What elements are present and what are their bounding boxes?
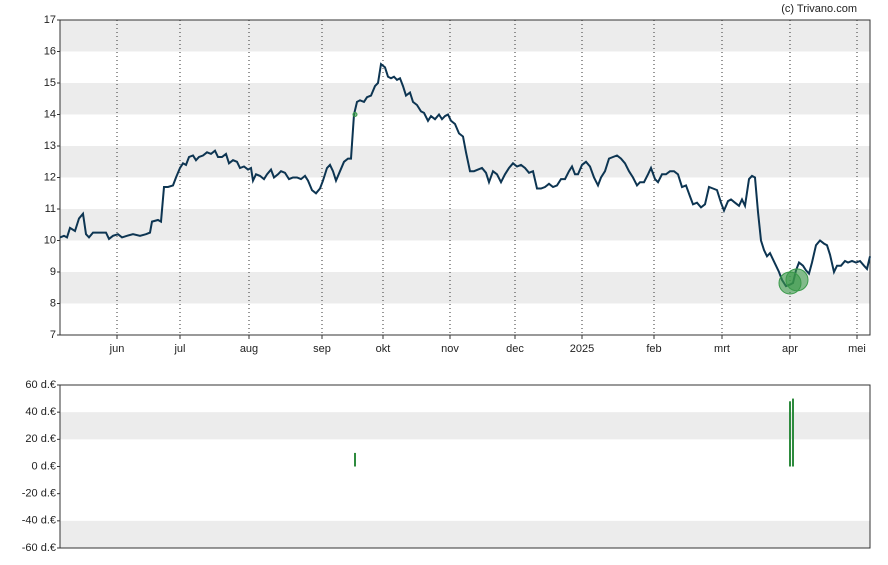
- band: [60, 272, 870, 304]
- y-tick-label: 15: [44, 77, 56, 89]
- band: [60, 209, 870, 241]
- x-tick-label: jul: [173, 343, 185, 355]
- band: [60, 412, 870, 440]
- y-tick-label: 11: [45, 203, 56, 215]
- y-tick-label: 16: [44, 45, 56, 57]
- plot-frame: [59, 19, 871, 336]
- x-tick-label: apr: [782, 343, 798, 355]
- y-tick-label: 0 d.€: [32, 460, 56, 472]
- price-line: [59, 62, 871, 288]
- y-tick-label: 40 d.€: [25, 406, 56, 418]
- y-tick-label: 14: [44, 108, 56, 120]
- y-tick-label: 17: [44, 14, 56, 26]
- band: [60, 520, 870, 548]
- band: [60, 20, 870, 52]
- x-tick-label: 2025: [570, 343, 594, 355]
- x-tick-label: feb: [646, 343, 661, 355]
- y-tick-label: 9: [50, 266, 56, 278]
- y-tick-label: -40 d.€: [22, 515, 56, 527]
- x-tick-label: aug: [240, 343, 258, 355]
- bar: [792, 398, 794, 467]
- trade-marker: [352, 112, 358, 117]
- x-tick-label: dec: [506, 343, 524, 355]
- x-tick-label: jun: [109, 343, 125, 355]
- plot-frame: [59, 384, 871, 549]
- x-tick-label: okt: [376, 343, 391, 355]
- credit: (c) Trivano.com: [781, 3, 857, 15]
- trade-marker: [785, 268, 809, 292]
- bar: [789, 401, 791, 467]
- x-tick-label: sep: [313, 343, 331, 355]
- bar: [354, 452, 356, 467]
- y-tick-label: 60 d.€: [25, 379, 56, 391]
- x-tick-label: nov: [441, 343, 459, 355]
- y-tick-label: 8: [50, 297, 56, 309]
- y-tick-label: 10: [44, 234, 56, 246]
- y-tick-label: 20 d.€: [25, 433, 56, 445]
- y-tick-label: -60 d.€: [22, 542, 56, 554]
- x-tick-label: mei: [848, 343, 866, 355]
- y-tick-label: 12: [44, 171, 56, 183]
- band: [60, 83, 870, 115]
- y-tick-label: 13: [44, 140, 56, 152]
- x-tick-label: mrt: [714, 343, 730, 355]
- y-tick-label: 7: [50, 329, 56, 341]
- y-tick-label: -20 d.€: [22, 488, 56, 500]
